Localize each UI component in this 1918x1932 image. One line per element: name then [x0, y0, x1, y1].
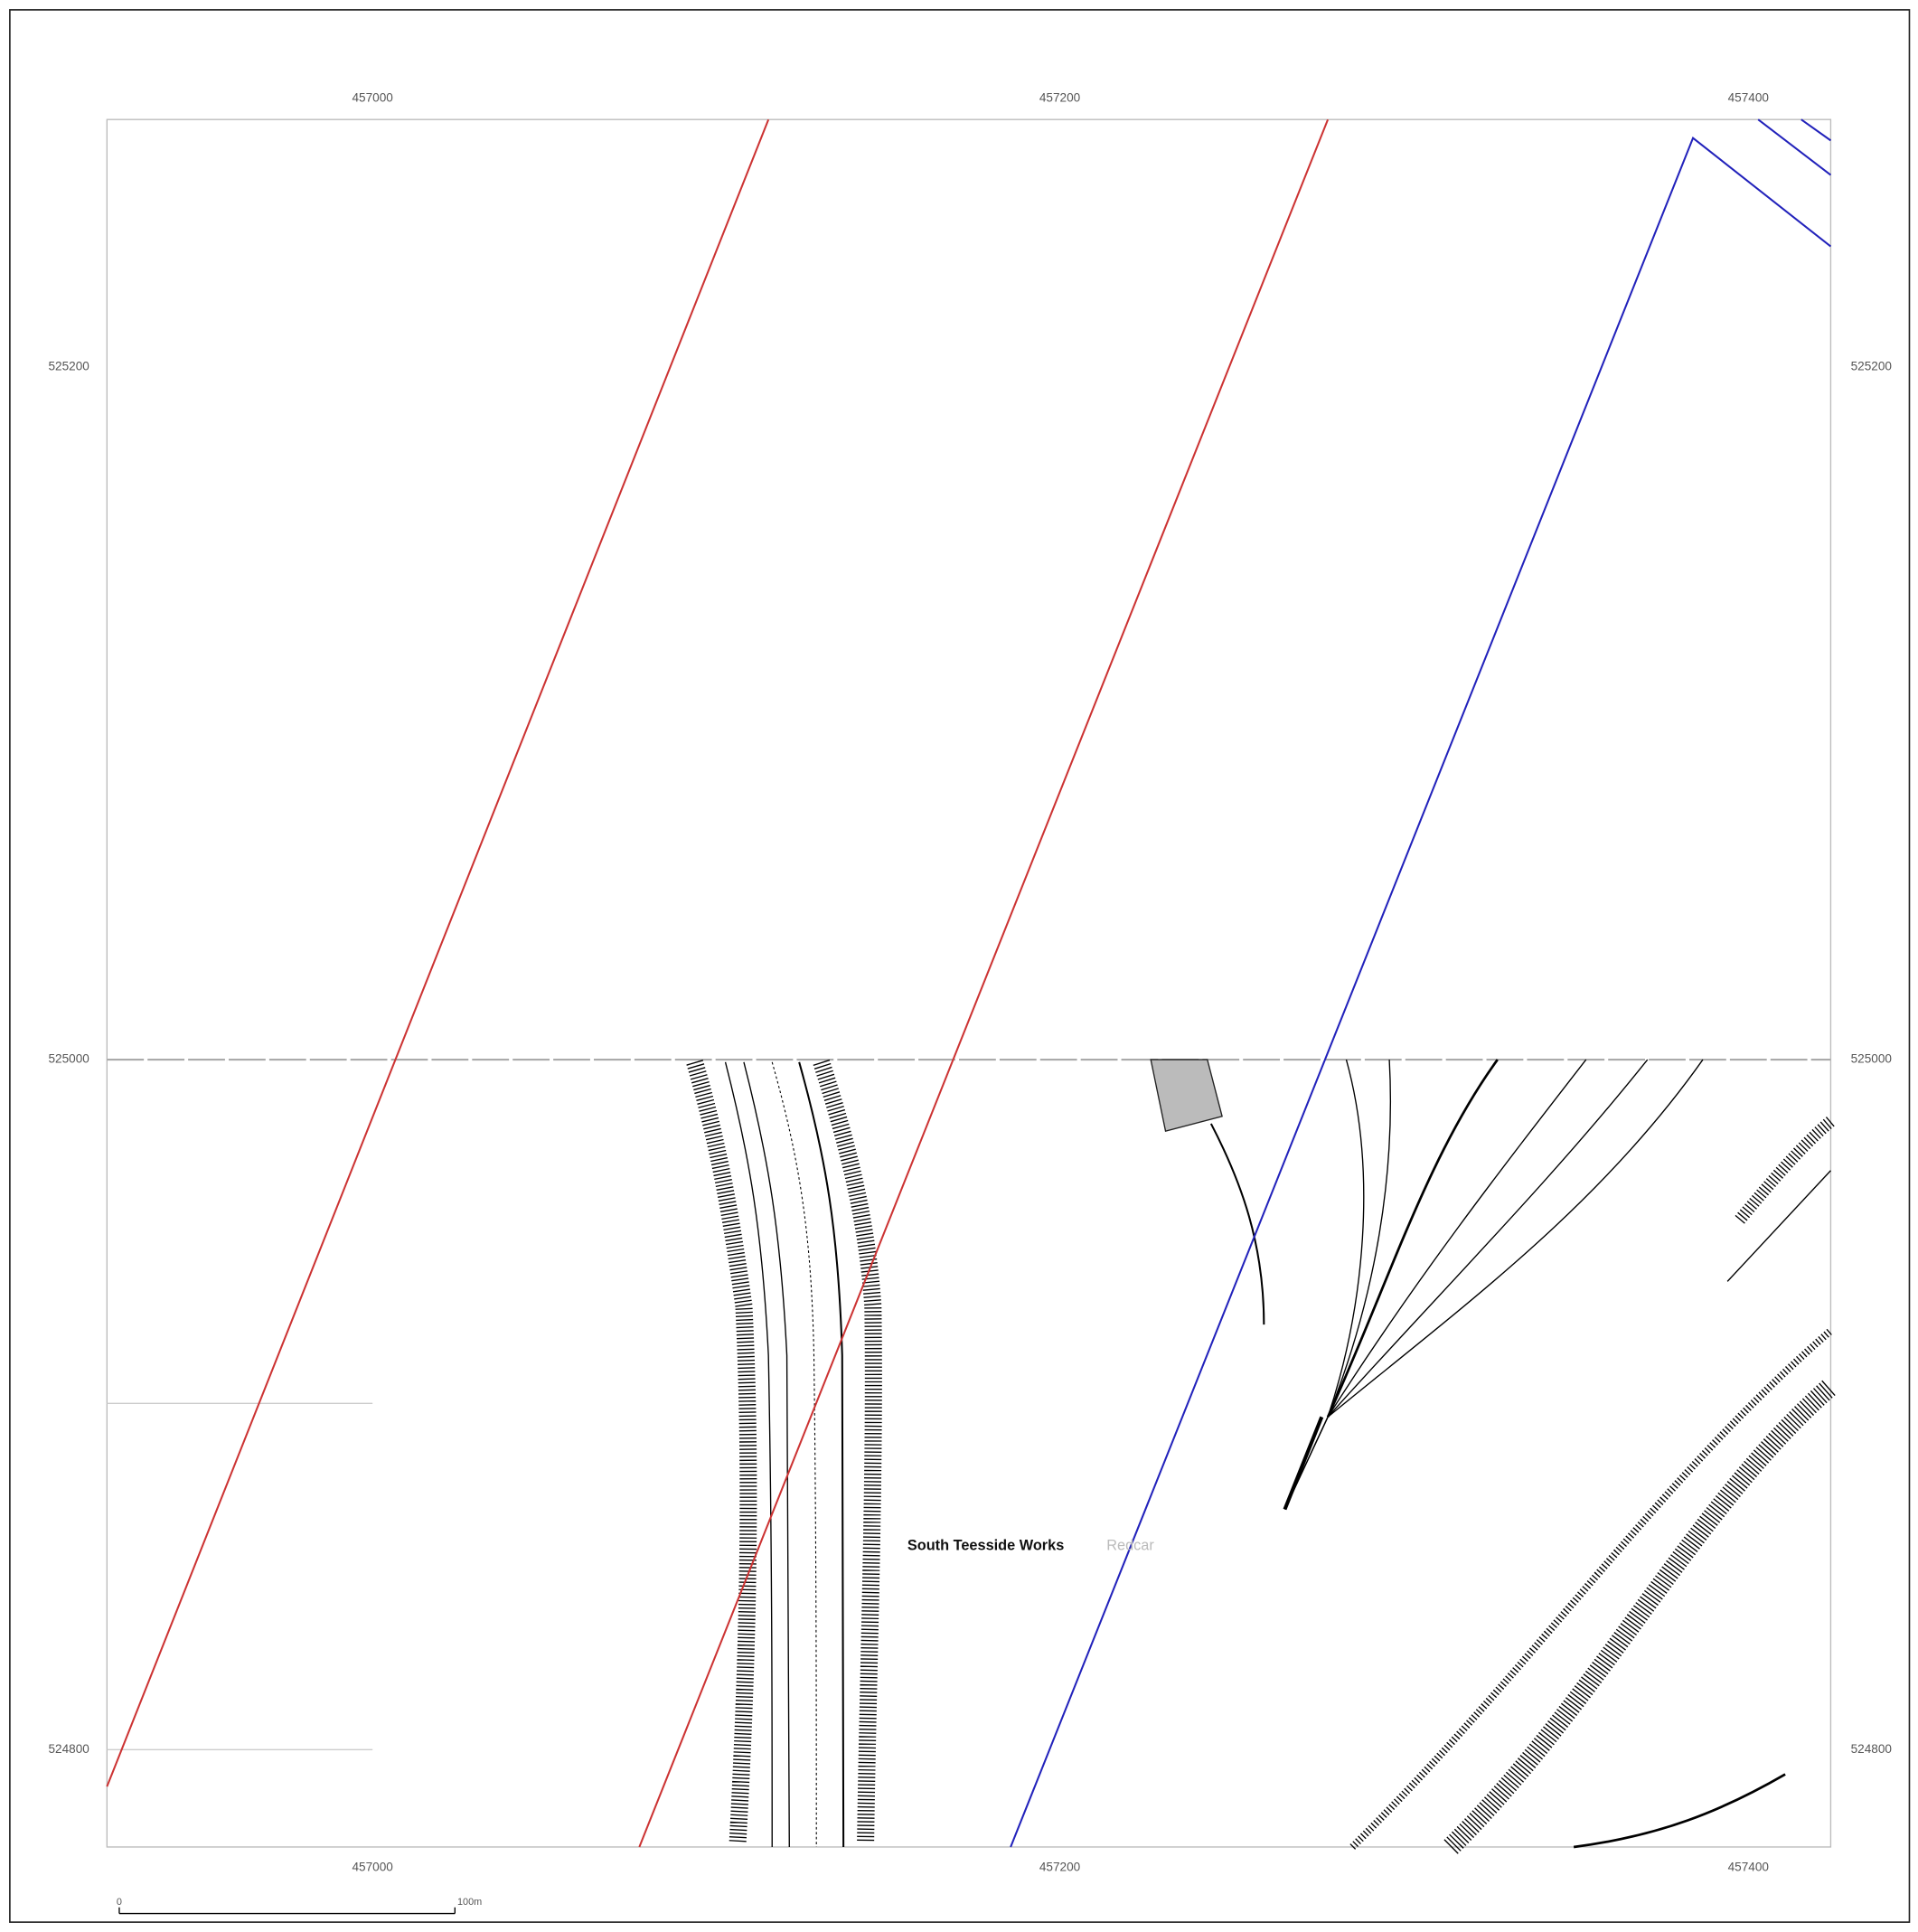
- red-boundary: [638, 118, 1330, 1848]
- easting-label: 457000: [352, 1861, 393, 1874]
- scale-label: 100m: [457, 1897, 482, 1908]
- northing-label: 525000: [48, 1052, 89, 1066]
- easting-label: 457400: [1728, 1861, 1770, 1874]
- building: [1150, 1059, 1223, 1132]
- red-boundary: [106, 118, 770, 1787]
- boundaries: [106, 118, 1832, 1848]
- place-label: South Teesside Works: [907, 1538, 1064, 1554]
- northing-label: 525000: [1851, 1052, 1893, 1066]
- rail: [798, 1061, 845, 1847]
- northing-label: 525200: [48, 360, 89, 373]
- blue-boundary: [1757, 118, 1832, 176]
- embankment: [1735, 1116, 1835, 1224]
- easting-label: 457200: [1039, 1861, 1081, 1874]
- rail: [724, 1061, 773, 1847]
- easting-label: 457200: [1039, 91, 1081, 105]
- northing-label: 524800: [1851, 1742, 1893, 1756]
- base-map: [107, 1059, 1838, 1854]
- rail: [743, 1061, 790, 1847]
- town-label: Redcar: [1106, 1538, 1154, 1554]
- track: [1726, 1170, 1831, 1282]
- sidings: [1283, 1059, 1704, 1511]
- northing-label: 525200: [1851, 360, 1893, 373]
- track: [1573, 1773, 1786, 1849]
- outer-border: [9, 9, 1911, 1923]
- track: [1209, 1123, 1265, 1325]
- easting-label: 457400: [1728, 91, 1770, 105]
- blue-boundary: [1800, 118, 1832, 142]
- easting-label: 457000: [352, 91, 393, 105]
- blue-boundary: [1010, 136, 1832, 1848]
- embankment: [1443, 1379, 1838, 1854]
- rail: [771, 1061, 817, 1847]
- map-frame: [106, 118, 1832, 1848]
- northing-label: 524800: [48, 1742, 89, 1756]
- scale-label: 0: [117, 1897, 122, 1908]
